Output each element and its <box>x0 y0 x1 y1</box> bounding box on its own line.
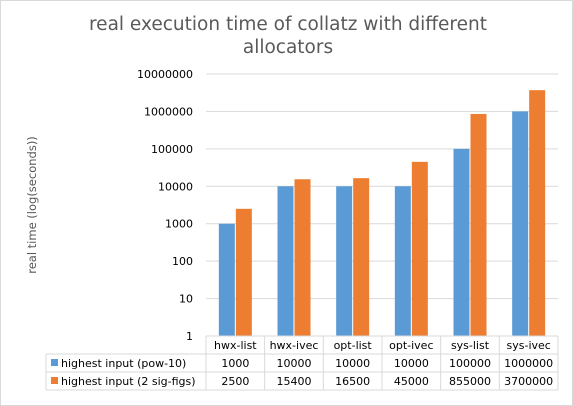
bar-opt-ivec-series-2 <box>411 161 428 336</box>
table-cell-value: 2500 <box>221 375 249 388</box>
y-tick-label: 10 <box>179 293 193 306</box>
y-axis-ticks: 1 10 100 1000 10000 100000 1000000 10000000 <box>137 68 193 343</box>
table-cell-value: 855000 <box>449 375 491 388</box>
y-tick-label: 10000000 <box>137 68 193 81</box>
bars <box>218 90 546 337</box>
gridlines <box>206 73 558 337</box>
bar-sys-ivec-series-2 <box>529 90 546 336</box>
chart-title-line-2: allocators <box>243 37 333 58</box>
bar-hwx-ivec-series-1 <box>277 186 294 336</box>
bar-opt-list-series-1 <box>336 186 353 336</box>
bar-sys-list-series-1 <box>453 148 470 336</box>
bar-opt-list-series-2 <box>353 178 370 336</box>
bar-hwx-ivec-series-2 <box>294 179 311 336</box>
legend-label-series-2: highest input (2 sig-figs) <box>61 375 196 388</box>
chart-title-line-1: real execution time of collatz with diff… <box>89 14 487 35</box>
y-tick-label: 10000 <box>158 180 193 193</box>
y-tick-label: 100000 <box>151 143 193 156</box>
y-axis-label: real time (log(seconds)) <box>25 136 39 274</box>
category-label: sys-list <box>451 339 490 352</box>
y-tick-label: 1000 <box>165 218 193 231</box>
table-cell-value: 1000 <box>221 357 249 370</box>
table-cell-value: 3700000 <box>504 375 553 388</box>
legend-swatch-series-2 <box>51 377 58 384</box>
table-cell-value: 100000 <box>449 357 491 370</box>
bar-sys-list-series-2 <box>470 113 487 337</box>
legend-swatch-series-1 <box>51 359 58 366</box>
table-cell-value: 16500 <box>335 375 370 388</box>
category-label: opt-ivec <box>389 339 433 352</box>
legend-label-series-1: highest input (pow-10) <box>61 357 186 370</box>
bar-hwx-list-series-1 <box>218 223 235 336</box>
bar-sys-ivec-series-1 <box>512 111 529 336</box>
table-cell-value: 45000 <box>394 375 429 388</box>
table-cell-value: 10000 <box>277 357 312 370</box>
data-table: hwx-list hwx-ivec opt-list opt-ivec sys-list… <box>45 335 559 391</box>
bar-hwx-list-series-2 <box>235 208 252 336</box>
table-cell-value: 15400 <box>277 375 312 388</box>
category-label: hwx-ivec <box>270 339 319 352</box>
category-label: opt-list <box>334 339 373 352</box>
table-cell-value: 10000 <box>335 357 370 370</box>
y-tick-label: 1000000 <box>144 105 193 118</box>
y-tick-label: 100 <box>172 255 193 268</box>
y-tick-label: 1 <box>186 330 193 343</box>
table-cell-value: 10000 <box>394 357 429 370</box>
category-label: hwx-list <box>214 339 257 352</box>
table-cell-value: 1000000 <box>504 357 553 370</box>
category-label: sys-ivec <box>507 339 551 352</box>
bar-opt-ivec-series-1 <box>394 186 411 336</box>
